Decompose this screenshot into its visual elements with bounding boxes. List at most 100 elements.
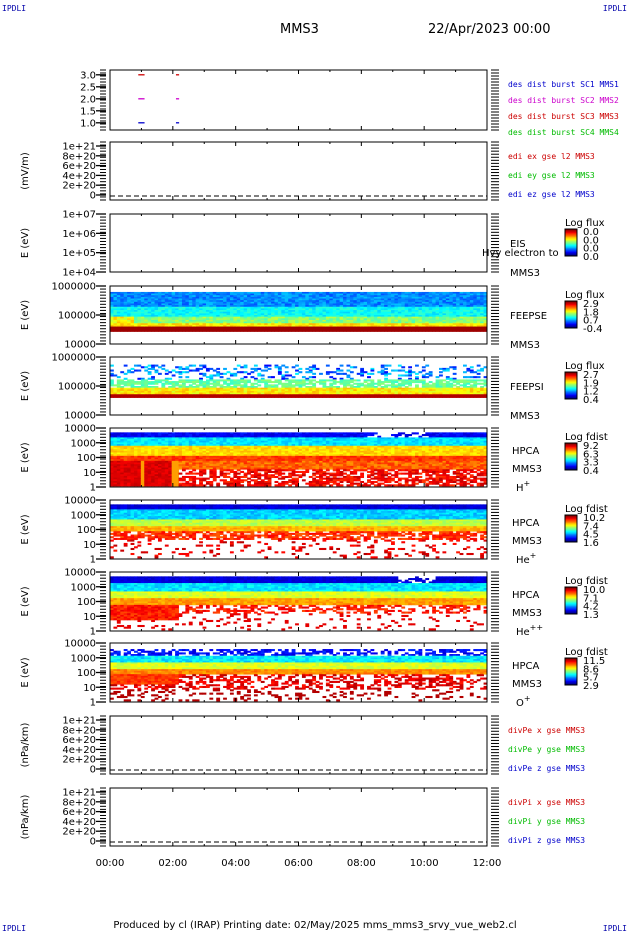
heatmap-cell [181, 310, 186, 313]
heatmap-cell [260, 329, 265, 332]
heatmap-cell [277, 303, 282, 306]
heatmap-cell [325, 326, 330, 329]
heatmap-cell [260, 298, 265, 301]
heatmap-cell [325, 318, 330, 321]
heatmap-cell [469, 376, 474, 379]
heatmap-cell [205, 305, 210, 308]
heatmap-cell [439, 324, 443, 327]
heatmap-cell [188, 311, 193, 314]
heatmap-cell [339, 296, 344, 299]
heatmap-cell [349, 310, 354, 313]
heatmap-cell [178, 321, 183, 324]
heatmap-cell [415, 395, 419, 398]
heatmap-cell [425, 303, 430, 306]
heatmap-cell [147, 480, 152, 484]
heatmap-cell [295, 382, 299, 385]
heatmap-cell [151, 460, 155, 463]
heatmap-cell [147, 467, 152, 470]
heatmap-cell [308, 318, 313, 321]
heatmap-cell [277, 293, 282, 296]
heatmap-cell [370, 291, 375, 294]
heatmap-cell [205, 300, 210, 303]
heatmap-cell [171, 382, 176, 385]
heatmap-cell [288, 291, 293, 294]
heatmap-cell [144, 435, 149, 438]
heatmap-cell [157, 470, 162, 473]
heatmap-cell [367, 298, 371, 301]
heatmap-cell [226, 324, 231, 327]
heatmap-cell [428, 326, 433, 329]
heatmap-cell [133, 482, 138, 485]
heatmap-cell [271, 395, 275, 398]
heatmap-cell [308, 316, 313, 319]
heatmap-cell [271, 381, 275, 384]
heatmap-cell [181, 318, 186, 321]
heatmap-cell [161, 469, 166, 472]
heatmap-cell [123, 394, 128, 397]
heatmap-cell [157, 432, 162, 435]
heatmap-cell [452, 389, 457, 392]
heatmap-cell [452, 394, 457, 397]
heatmap-cell [329, 387, 334, 390]
heatmap-cell [312, 390, 317, 393]
heatmap-cell [151, 435, 155, 438]
heatmap-cell [175, 392, 179, 395]
heatmap-cell [185, 389, 190, 392]
heatmap-cell [435, 384, 440, 387]
heatmap-cell [127, 475, 131, 479]
heatmap-cell [130, 452, 135, 455]
heatmap-cell [425, 323, 430, 326]
heatmap-cell [415, 306, 419, 309]
heatmap-cell [463, 310, 467, 313]
heatmap-cell [445, 321, 450, 324]
heatmap-cell [449, 313, 454, 316]
heatmap-cell [480, 310, 484, 313]
heatmap-cell [127, 474, 131, 477]
heatmap-cell [127, 295, 131, 298]
heatmap-cell [277, 323, 282, 326]
heatmap-cell [349, 305, 354, 308]
heatmap-cell [271, 296, 275, 299]
heatmap-cell [343, 394, 347, 397]
heatmap-cell [267, 298, 272, 301]
heatmap-cell [154, 450, 159, 453]
heatmap-cell [175, 323, 179, 326]
heatmap-cell [240, 324, 245, 327]
heatmap-cell [151, 470, 155, 473]
heatmap-cell [469, 291, 474, 294]
heatmap-cell [459, 390, 464, 393]
heatmap-cell [133, 298, 138, 301]
heatmap-cell [466, 318, 471, 321]
heatmap-cell [151, 479, 155, 482]
heatmap-cell [130, 389, 135, 392]
heatmap-cell [435, 395, 440, 398]
heatmap-cell [168, 319, 173, 322]
heatmap-cell [428, 306, 433, 309]
heatmap-cell [260, 305, 265, 308]
heatmap-cell [435, 306, 440, 309]
heatmap-cell [116, 381, 121, 384]
heatmap-cell [449, 384, 454, 387]
heatmap-cell [161, 484, 166, 487]
heatmap-cell [353, 305, 358, 308]
heatmap-cell [137, 303, 142, 306]
heatmap-cell [476, 326, 481, 329]
y-tick-label: 2.5 [80, 82, 96, 93]
heatmap-cell [127, 379, 131, 382]
heatmap-cell [305, 315, 310, 318]
heatmap-cell [483, 315, 488, 318]
heatmap-cell [127, 444, 131, 447]
heatmap-cell [116, 311, 121, 314]
heatmap-cell [212, 311, 217, 314]
heatmap-cell [123, 392, 128, 395]
heatmap-cell [154, 434, 159, 437]
heatmap-cell [212, 329, 217, 332]
heatmap-cell [380, 300, 385, 303]
heatmap-cell [233, 387, 238, 390]
heatmap-cell [408, 318, 412, 321]
heatmap-cell [157, 313, 162, 316]
heatmap-cell [168, 298, 173, 301]
heatmap-cell [240, 318, 245, 321]
heatmap-cell [113, 464, 118, 467]
heatmap-cell [452, 313, 457, 316]
